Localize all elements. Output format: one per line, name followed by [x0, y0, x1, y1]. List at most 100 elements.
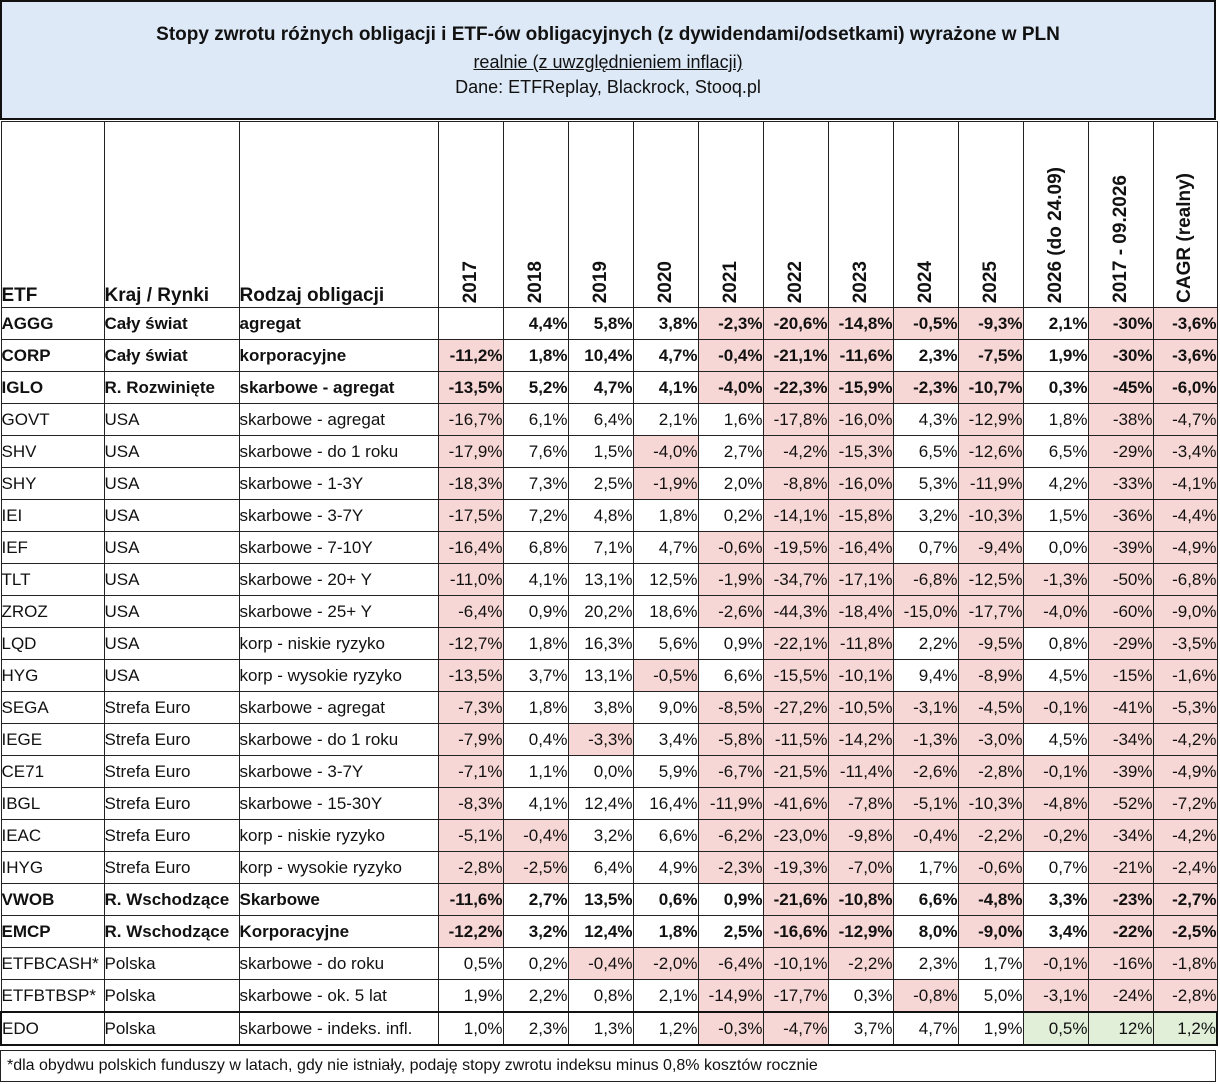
- cell-value: 1,8%: [502, 627, 569, 660]
- cell-value: -15%: [1087, 659, 1154, 692]
- cell-kraj: Strefa Euro: [103, 723, 240, 756]
- cell-value: -10,5%: [827, 691, 894, 724]
- cell-etf: GOVT: [0, 403, 105, 436]
- cell-value: -1,9%: [632, 467, 699, 500]
- table-title-box: Stopy zwrotu różnych obligacji i ETF-ów …: [0, 0, 1216, 120]
- cell-value: -0,4%: [567, 947, 634, 980]
- cell-value: 0,3%: [1022, 371, 1089, 404]
- cell-value: -6,0%: [1152, 371, 1218, 404]
- cell-value: 4,5%: [1022, 723, 1089, 756]
- cell-value: 10,4%: [567, 339, 634, 372]
- footnote: *dla obydwu polskich funduszy w latach, …: [0, 1050, 1216, 1082]
- cell-value: -5,1%: [437, 819, 504, 852]
- cell-rodzaj: skarbowe - do 1 roku: [238, 723, 439, 756]
- cell-value: 1,3%: [567, 1011, 634, 1046]
- cell-value: 4,8%: [567, 499, 634, 532]
- cell-value: -0,1%: [1022, 755, 1089, 788]
- returns-table: ETF Kraj / Rynki Rodzaj obligacji 2017 2018 2…: [0, 121, 1218, 1046]
- cell-value: -4,2%: [762, 435, 829, 468]
- cell-value: -3,6%: [1152, 339, 1218, 372]
- cell-value: 2,1%: [1022, 307, 1089, 340]
- cell-value: -1,3%: [1022, 563, 1089, 596]
- cell-value: -44,3%: [762, 595, 829, 628]
- cell-etf: IGLO: [0, 371, 105, 404]
- cell-value: -29%: [1087, 435, 1154, 468]
- data-source: Dane: ETFReplay, Blackrock, Stooq.pl: [455, 77, 761, 97]
- table-row: IGLO R. Rozwinięte skarbowe - agregat -13,5…: [0, 371, 1218, 404]
- cell-rodzaj: skarbowe - agregat: [238, 691, 439, 724]
- cell-value: 6,4%: [567, 403, 634, 436]
- cell-value: 1,6%: [697, 403, 764, 436]
- cell-value: 5,6%: [632, 627, 699, 660]
- cell-value: -2,3%: [697, 307, 764, 340]
- cell-value: -16%: [1087, 947, 1154, 980]
- cell-value: -19,3%: [762, 851, 829, 884]
- cell-value: -6,8%: [892, 563, 959, 596]
- cell-value: -6,8%: [1152, 563, 1218, 596]
- cell-value: -14,8%: [827, 307, 894, 340]
- cell-kraj: R. Wschodzące: [103, 915, 240, 948]
- column-header: 2022: [762, 121, 829, 308]
- cell-etf: SHY: [0, 467, 105, 500]
- cell-value: -11,0%: [437, 563, 504, 596]
- column-header-label: 2026 (do 24.09): [1044, 166, 1066, 303]
- cell-value: -12,7%: [437, 627, 504, 660]
- cell-value: -3,5%: [1152, 627, 1218, 660]
- cell-kraj: Strefa Euro: [103, 851, 240, 884]
- cell-value: 3,7%: [827, 1011, 894, 1046]
- cell-value: -6,2%: [697, 819, 764, 852]
- cell-value: -36%: [1087, 499, 1154, 532]
- table-title: Stopy zwrotu różnych obligacji i ETF-ów …: [156, 24, 1060, 45]
- table-row: IEAC Strefa Euro korp - niskie ryzyko -5,1%…: [0, 819, 1218, 852]
- cell-value: -7,9%: [437, 723, 504, 756]
- cell-value: -10,1%: [762, 947, 829, 980]
- cell-value: -4,8%: [957, 883, 1024, 916]
- column-header: 2017: [437, 121, 504, 308]
- cell-rodzaj: skarbowe - do roku: [238, 947, 439, 980]
- cell-value: 0,0%: [1022, 531, 1089, 564]
- cell-rodzaj: Korporacyjne: [238, 915, 439, 948]
- cell-value: -1,8%: [1152, 947, 1218, 980]
- cell-value: -39%: [1087, 531, 1154, 564]
- cell-value: 20,2%: [567, 595, 634, 628]
- column-header: 2026 (do 24.09): [1022, 121, 1089, 308]
- cell-value: -15,0%: [892, 595, 959, 628]
- cell-value: 7,3%: [502, 467, 569, 500]
- cell-value: -39%: [1087, 755, 1154, 788]
- cell-kraj: USA: [103, 467, 240, 500]
- cell-value: -12,5%: [957, 563, 1024, 596]
- cell-value: -2,5%: [502, 851, 569, 884]
- cell-value: 4,7%: [567, 371, 634, 404]
- cell-value: -16,0%: [827, 403, 894, 436]
- cell-value: -7,2%: [1152, 787, 1218, 820]
- cell-kraj: USA: [103, 531, 240, 564]
- cell-value: -0,6%: [957, 851, 1024, 884]
- cell-etf: ZROZ: [0, 595, 105, 628]
- cell-value: -1,9%: [697, 563, 764, 596]
- cell-value: 16,3%: [567, 627, 634, 660]
- cell-value: 13,1%: [567, 659, 634, 692]
- column-header-label: 2024: [914, 260, 936, 303]
- cell-value: -11,6%: [437, 883, 504, 916]
- column-header-label: 2019: [589, 260, 611, 303]
- cell-value: -34%: [1087, 819, 1154, 852]
- table-row: SHV USA skarbowe - do 1 roku -17,9% 7,6% 1,5%…: [0, 435, 1218, 468]
- cell-value: -2,8%: [957, 755, 1024, 788]
- cell-value: -3,1%: [892, 691, 959, 724]
- table-row: IEGE Strefa Euro skarbowe - do 1 roku -7,9%…: [0, 723, 1218, 756]
- cell-value: -11,9%: [957, 467, 1024, 500]
- cell-value: -9,5%: [957, 627, 1024, 660]
- cell-etf: SEGA: [0, 691, 105, 724]
- cell-value: 6,8%: [502, 531, 569, 564]
- cell-value: 0,7%: [892, 531, 959, 564]
- column-header: CAGR (realny): [1152, 121, 1218, 308]
- cell-value: -5,3%: [1152, 691, 1218, 724]
- cell-value: -18,3%: [437, 467, 504, 500]
- cell-value: -10,7%: [957, 371, 1024, 404]
- cell-value: -15,9%: [827, 371, 894, 404]
- cell-value: 6,4%: [567, 851, 634, 884]
- cell-value: -4,9%: [1152, 531, 1218, 564]
- table-row: EDO Polska skarbowe - indeks. infl. 1,0% 2,3…: [0, 1011, 1218, 1046]
- cell-value: -13,5%: [437, 659, 504, 692]
- table-row: IHYG Strefa Euro korp - wysokie ryzyko -2,8…: [0, 851, 1218, 884]
